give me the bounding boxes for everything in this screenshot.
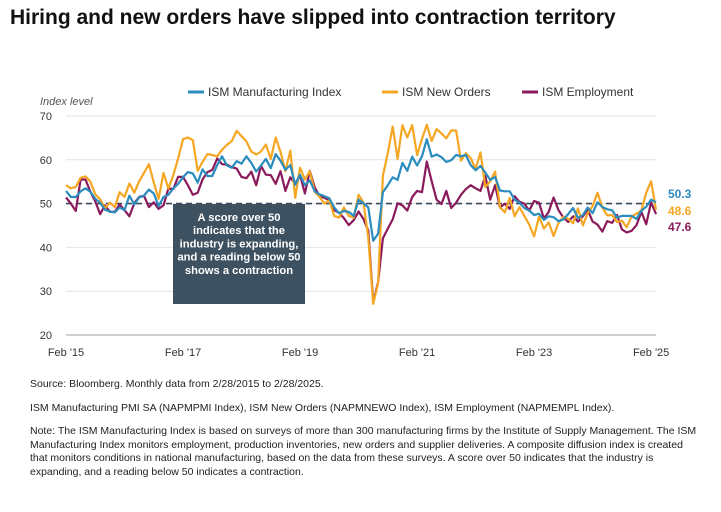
x-tick-label: Feb '23 [516,347,552,359]
series-lines [65,123,658,305]
note-text: Note: The ISM Manufacturing Index is bas… [30,425,697,478]
legend-label: ISM Manufacturing Index [208,85,341,99]
end-value-labels: 50.3 48.6 47.6 [668,187,692,234]
legend-label: ISM Employment [542,85,634,99]
end-value-label: 47.6 [668,220,692,234]
legend-label: ISM New Orders [402,85,491,99]
annotation-text: A score over 50 indicates that the industr… [177,212,300,277]
x-tick-label: Feb '19 [282,347,318,359]
notes: Source: Bloomberg. Monthly data from 2/2… [30,378,702,489]
annotation-box: A score over 50 indicates that the industr… [173,204,305,304]
line-chart: ISM Manufacturing Index ISM New Orders ISM… [40,85,692,359]
x-tick-label: Feb '17 [165,347,201,359]
x-tick-label: Feb '25 [633,347,669,359]
y-tick-label: 60 [40,155,52,167]
x-tick-label: Feb '21 [399,347,435,359]
series-line-1 [65,123,658,305]
y-tick-label: 50 [40,199,52,211]
y-tick-labels: 20 30 40 50 60 70 [40,111,52,342]
annotation-background [173,204,305,304]
y-axis-label: Index level [40,96,93,108]
series-line-2 [65,157,658,304]
x-tick-labels: Feb '15 Feb '17 Feb '19 Feb '21 Feb '23 Feb '… [48,347,669,359]
x-tick-label: Feb '15 [48,347,84,359]
end-value-label: 50.3 [668,187,692,201]
chart-title: Hiring and new orders have slipped into … [10,6,616,29]
series-note-text: ISM Manufacturing PMI SA (NAPMPMI Index)… [30,401,615,414]
y-tick-label: 70 [40,111,52,123]
series-line-0 [65,138,657,242]
legend: ISM Manufacturing Index ISM New Orders ISM… [188,85,634,99]
y-gridlines [66,115,656,336]
y-tick-label: 20 [40,330,52,342]
source-text: Source: Bloomberg. Monthly data from 2/2… [30,378,324,390]
y-tick-label: 30 [40,286,52,298]
end-value-label: 48.6 [668,204,692,218]
y-tick-label: 40 [40,242,52,254]
